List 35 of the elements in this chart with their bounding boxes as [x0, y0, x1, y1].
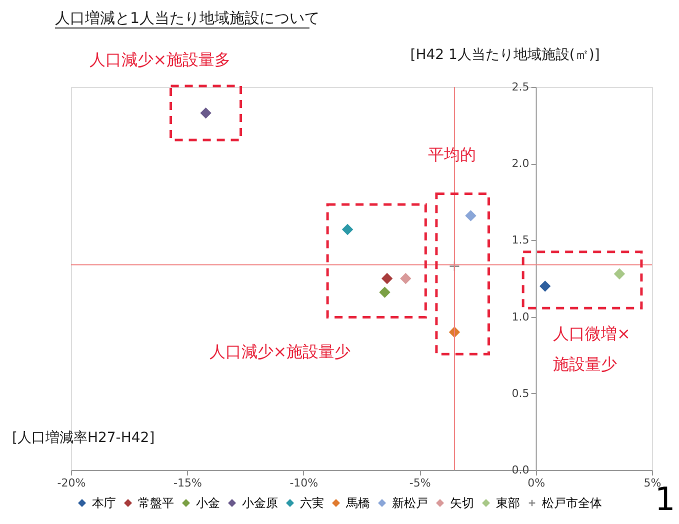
chart-title: 人口増減と1人当たり地域施設について	[55, 9, 320, 27]
legend-label: 東部	[496, 496, 520, 510]
point	[400, 273, 411, 284]
annotation: 人口微増× 施設量少	[553, 324, 630, 374]
y-axis-title: [H42 1人当たり地域施設(㎡)]	[410, 47, 600, 63]
legend-label: 本庁	[92, 496, 116, 510]
point	[614, 268, 625, 280]
x-tick-label: -5%	[409, 476, 431, 490]
point	[200, 108, 212, 118]
x-tick-label: -15%	[173, 476, 202, 490]
y-tick-label: 1.0	[512, 310, 530, 324]
y-tick-label: 0.0	[512, 464, 530, 476]
legend-label: 常盤平	[138, 496, 174, 510]
annotation: 人口減少×施設量少	[209, 342, 351, 361]
legend-label: 小金	[196, 496, 220, 510]
point	[379, 286, 390, 298]
legend-label: 馬橋	[345, 496, 370, 510]
y-tick-label: 1.5	[512, 234, 530, 247]
point	[465, 210, 476, 222]
legend-label: 小金原	[242, 496, 278, 510]
y-tick-label: 0.5	[512, 386, 530, 400]
legend-label: 松戸市全体	[542, 496, 602, 510]
x-tick-label: -20%	[57, 476, 86, 490]
text: 人口減少×施設量多	[89, 50, 231, 69]
x-tick-label: -10%	[290, 476, 318, 490]
legend-label: 新松戸	[392, 496, 428, 510]
point	[540, 280, 550, 292]
legend-label: 矢切	[450, 496, 474, 510]
legend-label: 六実	[300, 496, 324, 510]
y-tick-label: 2.0	[512, 157, 530, 170]
x-tick-label: 0%	[528, 476, 546, 490]
x-axis-title: [人口増減率H27-H42]	[12, 429, 155, 446]
point	[382, 273, 392, 284]
point	[342, 224, 353, 235]
y-tick-label: 2.5	[512, 80, 530, 94]
